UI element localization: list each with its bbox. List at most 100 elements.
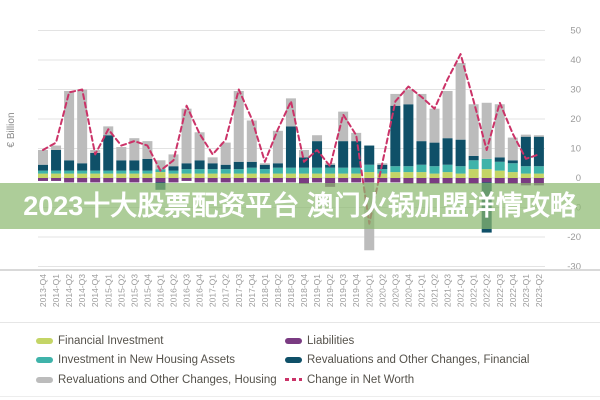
bar-segment [429,178,440,184]
bar-segment [468,160,479,170]
bar-segment [494,161,505,171]
x-tick-label: 2014-Q2 [64,274,74,307]
legend-item-liabilities: Liabilities [285,331,529,351]
bar-segment [429,166,440,174]
bar-segment [299,173,309,178]
bar-segment [220,178,231,183]
bar-segment [233,173,244,178]
bar-segment [533,135,544,137]
bar-segment [64,178,75,183]
y-tick-label: 30 [570,85,581,96]
bar-segment [129,160,140,171]
y-tick-label: 0 [576,173,581,184]
bar-segment [325,167,336,174]
bar-segment [220,164,231,170]
bar-segment [103,173,114,178]
x-tick-label: 2018-Q1 [260,274,270,307]
bar-segment [442,164,453,173]
bar-segment [246,120,257,162]
bar-segment [468,104,479,156]
bar-segment [90,178,101,183]
legend-column-left: Financial Investment Investment in New H… [36,331,277,390]
bar-segment [220,142,231,165]
bar-segment [338,167,349,174]
bar-segment [533,136,544,167]
bar-segment [220,173,231,178]
bar-segment [390,178,401,183]
x-tick-label: 2017-Q2 [221,274,231,307]
x-tick-label: 2018-Q2 [273,274,283,307]
x-tick-label: 2019-Q4 [351,274,361,307]
bar-segment [494,170,505,178]
bar-segment [481,169,492,178]
bar-segment [90,149,101,153]
bar-segment [129,173,140,178]
x-tick-label: 2020-Q4 [403,274,413,307]
bar-segment [103,170,114,174]
bar-segment [285,173,296,178]
bar-segment [116,147,127,161]
bar-segment [77,89,88,164]
bar-segment [168,170,179,174]
net-worth-line [42,53,540,225]
bar-segment [90,173,101,178]
legend-separator [0,322,600,323]
bar-segment [207,169,218,174]
bar-segment [233,178,244,183]
bar-segment [116,170,127,174]
bar-segment [377,178,388,183]
bar-segment [90,152,101,171]
bar-segment [168,178,179,183]
net-worth-line-swatch [285,378,302,382]
y-tick-label: 40 [570,55,581,66]
bar-segment [285,126,296,168]
bar-segment [468,169,479,178]
bar-segment [51,149,62,171]
bar-segment [364,164,375,173]
x-tick-label: 2021-Q3 [443,274,453,307]
bar-segment [116,173,127,178]
x-tick-label: 2020-Q1 [364,274,374,307]
legend-item-change-in-net-worth: Change in Net Worth [285,370,529,390]
bar-segment [403,89,414,105]
bar-segment [338,178,349,183]
bar-segment [142,158,153,171]
x-tick-label: 2022-Q2 [482,274,492,307]
bar-segment [364,172,375,178]
y-tick-label: -30 [567,262,581,273]
bar-segment [520,134,531,137]
bar-segment [77,163,88,171]
bar-segment [51,173,62,178]
bar-segment [351,141,362,168]
x-tick-label: 2014-Q4 [90,274,100,307]
bar-segment [468,178,479,184]
liabilities-swatch [285,337,302,344]
housing-investment-swatch [36,357,53,364]
bar-segment [494,178,505,184]
bar-segment [325,173,336,178]
bar-segment [246,178,257,183]
bar-segment [442,178,453,184]
bar-segment [77,178,88,183]
x-tick-label: 2019-Q3 [338,274,348,307]
bar-segment [272,130,283,164]
bar-segment [259,178,270,183]
x-tick-label: 2017-Q3 [234,274,244,307]
legend-label: Change in Net Worth [307,373,415,386]
bar-segment [51,170,62,174]
bar-segment [455,173,466,178]
bar-segment [312,135,323,142]
x-tick-label: 2016-Q2 [169,274,179,307]
bar-segment [390,172,401,178]
y-tick-label: 50 [570,26,581,37]
bar-segment [38,178,48,181]
bar-segment [442,90,453,139]
legend-item-housing-investment: Investment in New Housing Assets [36,351,277,371]
bar-segment [507,178,518,184]
bar-segment [533,173,544,178]
bar-segment [181,173,192,178]
bar-segment [207,173,218,178]
bar-segment [51,145,62,150]
